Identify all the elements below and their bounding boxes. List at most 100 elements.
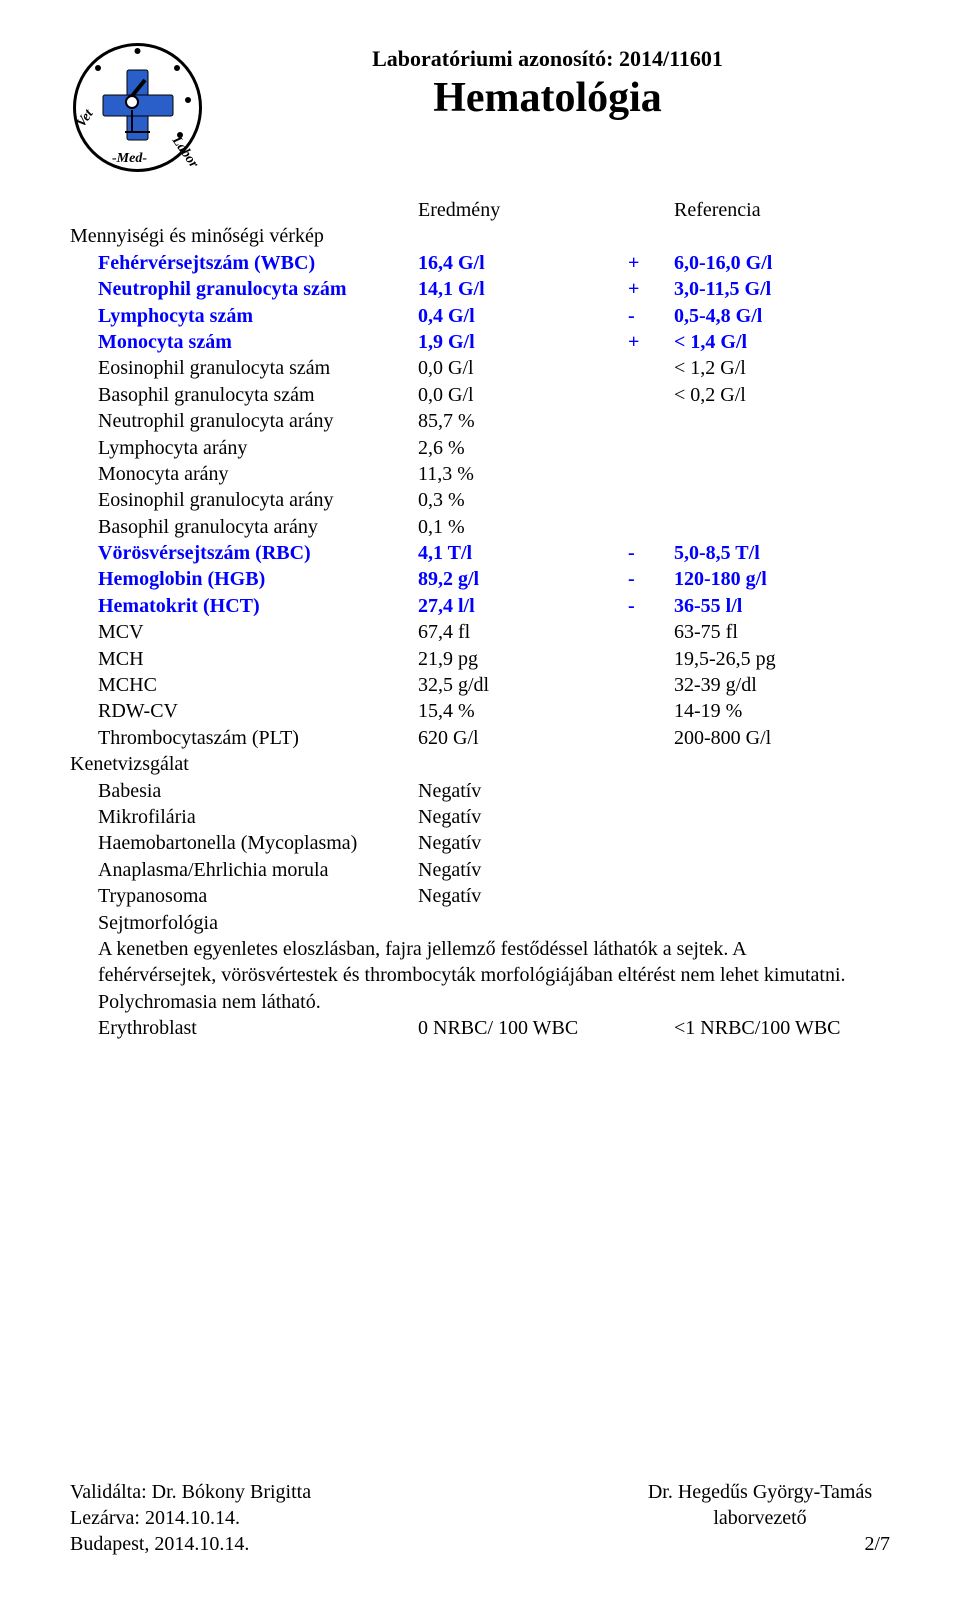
row-name: Haemobartonella (Mycoplasma)	[70, 830, 418, 856]
row-value: 15,4 %	[418, 698, 628, 724]
row-value: Negatív	[418, 883, 628, 909]
data-row: Neutrophil granulocyta arány85,7 %	[70, 408, 890, 434]
data-row: MikrofiláriaNegatív	[70, 804, 890, 830]
data-row: Monocyta arány11,3 %	[70, 461, 890, 487]
row-value: 4,1 T/l	[418, 540, 628, 566]
row-flag	[628, 672, 668, 698]
data-row: Basophil granulocyta arány0,1 %	[70, 514, 890, 540]
row-flag	[628, 514, 668, 540]
row-reference: 14-19 %	[668, 698, 890, 724]
row-name: Fehérvérsejtszám (WBC)	[70, 250, 418, 276]
row-name: Thrombocytaszám (PLT)	[70, 725, 418, 751]
column-headers: Eredmény Referencia	[70, 197, 890, 223]
row-reference: 6,0-16,0 G/l	[668, 250, 890, 276]
row-value: 0,3 %	[418, 487, 628, 513]
morphology-text: A kenetben egyenletes eloszlásban, fajra…	[70, 936, 878, 1015]
header-text: Laboratóriumi azonosító: 2014/11601 Hema…	[205, 40, 890, 122]
row-flag	[628, 778, 668, 804]
row-reference: < 1,4 G/l	[668, 329, 890, 355]
row-flag: -	[628, 540, 668, 566]
data-row: Anaplasma/Ehrlichia morulaNegatív	[70, 857, 890, 883]
data-row: Neutrophil granulocyta szám14,1 G/l+3,0-…	[70, 276, 890, 302]
row-reference	[668, 830, 890, 856]
row-name: RDW-CV	[70, 698, 418, 724]
row-value: Negatív	[418, 830, 628, 856]
content: Eredmény Referencia Mennyiségi és minősé…	[70, 197, 890, 1042]
row-value: 1,9 G/l	[418, 329, 628, 355]
row-flag	[628, 698, 668, 724]
row-flag	[628, 883, 668, 909]
row-value: Negatív	[418, 857, 628, 883]
row-value: 85,7 %	[418, 408, 628, 434]
erythroblast-name: Erythroblast	[70, 1015, 418, 1041]
row-reference: 0,5-4,8 G/l	[668, 303, 890, 329]
row-name: Hemoglobin (HGB)	[70, 566, 418, 592]
morphology-label: Sejtmorfológia	[70, 910, 418, 936]
row-reference	[668, 804, 890, 830]
row-name: Lymphocyta szám	[70, 303, 418, 329]
row-name: Monocyta arány	[70, 461, 418, 487]
row-value: 2,6 %	[418, 435, 628, 461]
row-reference: 200-800 G/l	[668, 725, 890, 751]
row-name: Trypanosoma	[70, 883, 418, 909]
row-flag	[628, 830, 668, 856]
row-flag	[628, 619, 668, 645]
svg-text:-Med-: -Med-	[112, 151, 147, 166]
validated-by: Validálta: Dr. Bókony Brigitta	[70, 1479, 311, 1505]
row-name: Anaplasma/Ehrlichia morula	[70, 857, 418, 883]
row-reference	[668, 408, 890, 434]
row-value: 0,0 G/l	[418, 355, 628, 381]
page-title: Hematológia	[205, 74, 890, 122]
row-name: Neutrophil granulocyta arány	[70, 408, 418, 434]
lab-logo: Vet -Med- Labor	[70, 40, 205, 175]
row-name: Lymphocyta arány	[70, 435, 418, 461]
row-value: 21,9 pg	[418, 646, 628, 672]
row-reference	[668, 857, 890, 883]
row-name: Babesia	[70, 778, 418, 804]
signer-name: Dr. Hegedűs György-Tamás	[630, 1479, 890, 1505]
row-reference: 5,0-8,5 T/l	[668, 540, 890, 566]
row-flag: +	[628, 329, 668, 355]
row-flag	[628, 804, 668, 830]
data-row: MCV67,4 fl 63-75 fl	[70, 619, 890, 645]
row-reference: 120-180 g/l	[668, 566, 890, 592]
city-date: Budapest, 2014.10.14.	[70, 1531, 311, 1557]
data-row: Haemobartonella (Mycoplasma)Negatív	[70, 830, 890, 856]
data-row: Hematokrit (HCT)27,4 l/l-36-55 l/l	[70, 593, 890, 619]
section-header: Kenetvizsgálat	[70, 751, 890, 777]
row-name: MCH	[70, 646, 418, 672]
section-header: Mennyiségi és minőségi vérkép	[70, 223, 890, 249]
row-value: 620 G/l	[418, 725, 628, 751]
data-row: Monocyta szám1,9 G/l+< 1,4 G/l	[70, 329, 890, 355]
row-reference: 19,5-26,5 pg	[668, 646, 890, 672]
data-row: MCHC32,5 g/dl 32-39 g/dl	[70, 672, 890, 698]
row-name: MCV	[70, 619, 418, 645]
row-flag	[628, 646, 668, 672]
row-name: MCHC	[70, 672, 418, 698]
lab-id: Laboratóriumi azonosító: 2014/11601	[205, 46, 890, 72]
row-flag	[628, 857, 668, 883]
row-flag	[628, 725, 668, 751]
row-flag	[628, 408, 668, 434]
row-name: Neutrophil granulocyta szám	[70, 276, 418, 302]
row-name: Hematokrit (HCT)	[70, 593, 418, 619]
data-row: Lymphocyta szám0,4 G/l-0,5-4,8 G/l	[70, 303, 890, 329]
erythroblast-value: 0 NRBC/ 100 WBC	[418, 1015, 628, 1041]
data-row: TrypanosomaNegatív	[70, 883, 890, 909]
data-row: Fehérvérsejtszám (WBC)16,4 G/l+6,0-16,0 …	[70, 250, 890, 276]
row-reference: 32-39 g/dl	[668, 672, 890, 698]
row-name: Mikrofilária	[70, 804, 418, 830]
page-number: 2/7	[630, 1531, 890, 1557]
row-value: 16,4 G/l	[418, 250, 628, 276]
row-name: Eosinophil granulocyta arány	[70, 487, 418, 513]
data-row: Lymphocyta arány2,6 %	[70, 435, 890, 461]
row-flag	[628, 435, 668, 461]
data-row: BabesiaNegatív	[70, 778, 890, 804]
row-reference	[668, 514, 890, 540]
data-row: Eosinophil granulocyta arány0,3 %	[70, 487, 890, 513]
row-reference: < 0,2 G/l	[668, 382, 890, 408]
data-row: RDW-CV15,4 % 14-19 %	[70, 698, 890, 724]
row-name: Basophil granulocyta szám	[70, 382, 418, 408]
erythroblast-ref: <1 NRBC/100 WBC	[668, 1015, 890, 1041]
signer-role: laborvezető	[630, 1505, 890, 1531]
